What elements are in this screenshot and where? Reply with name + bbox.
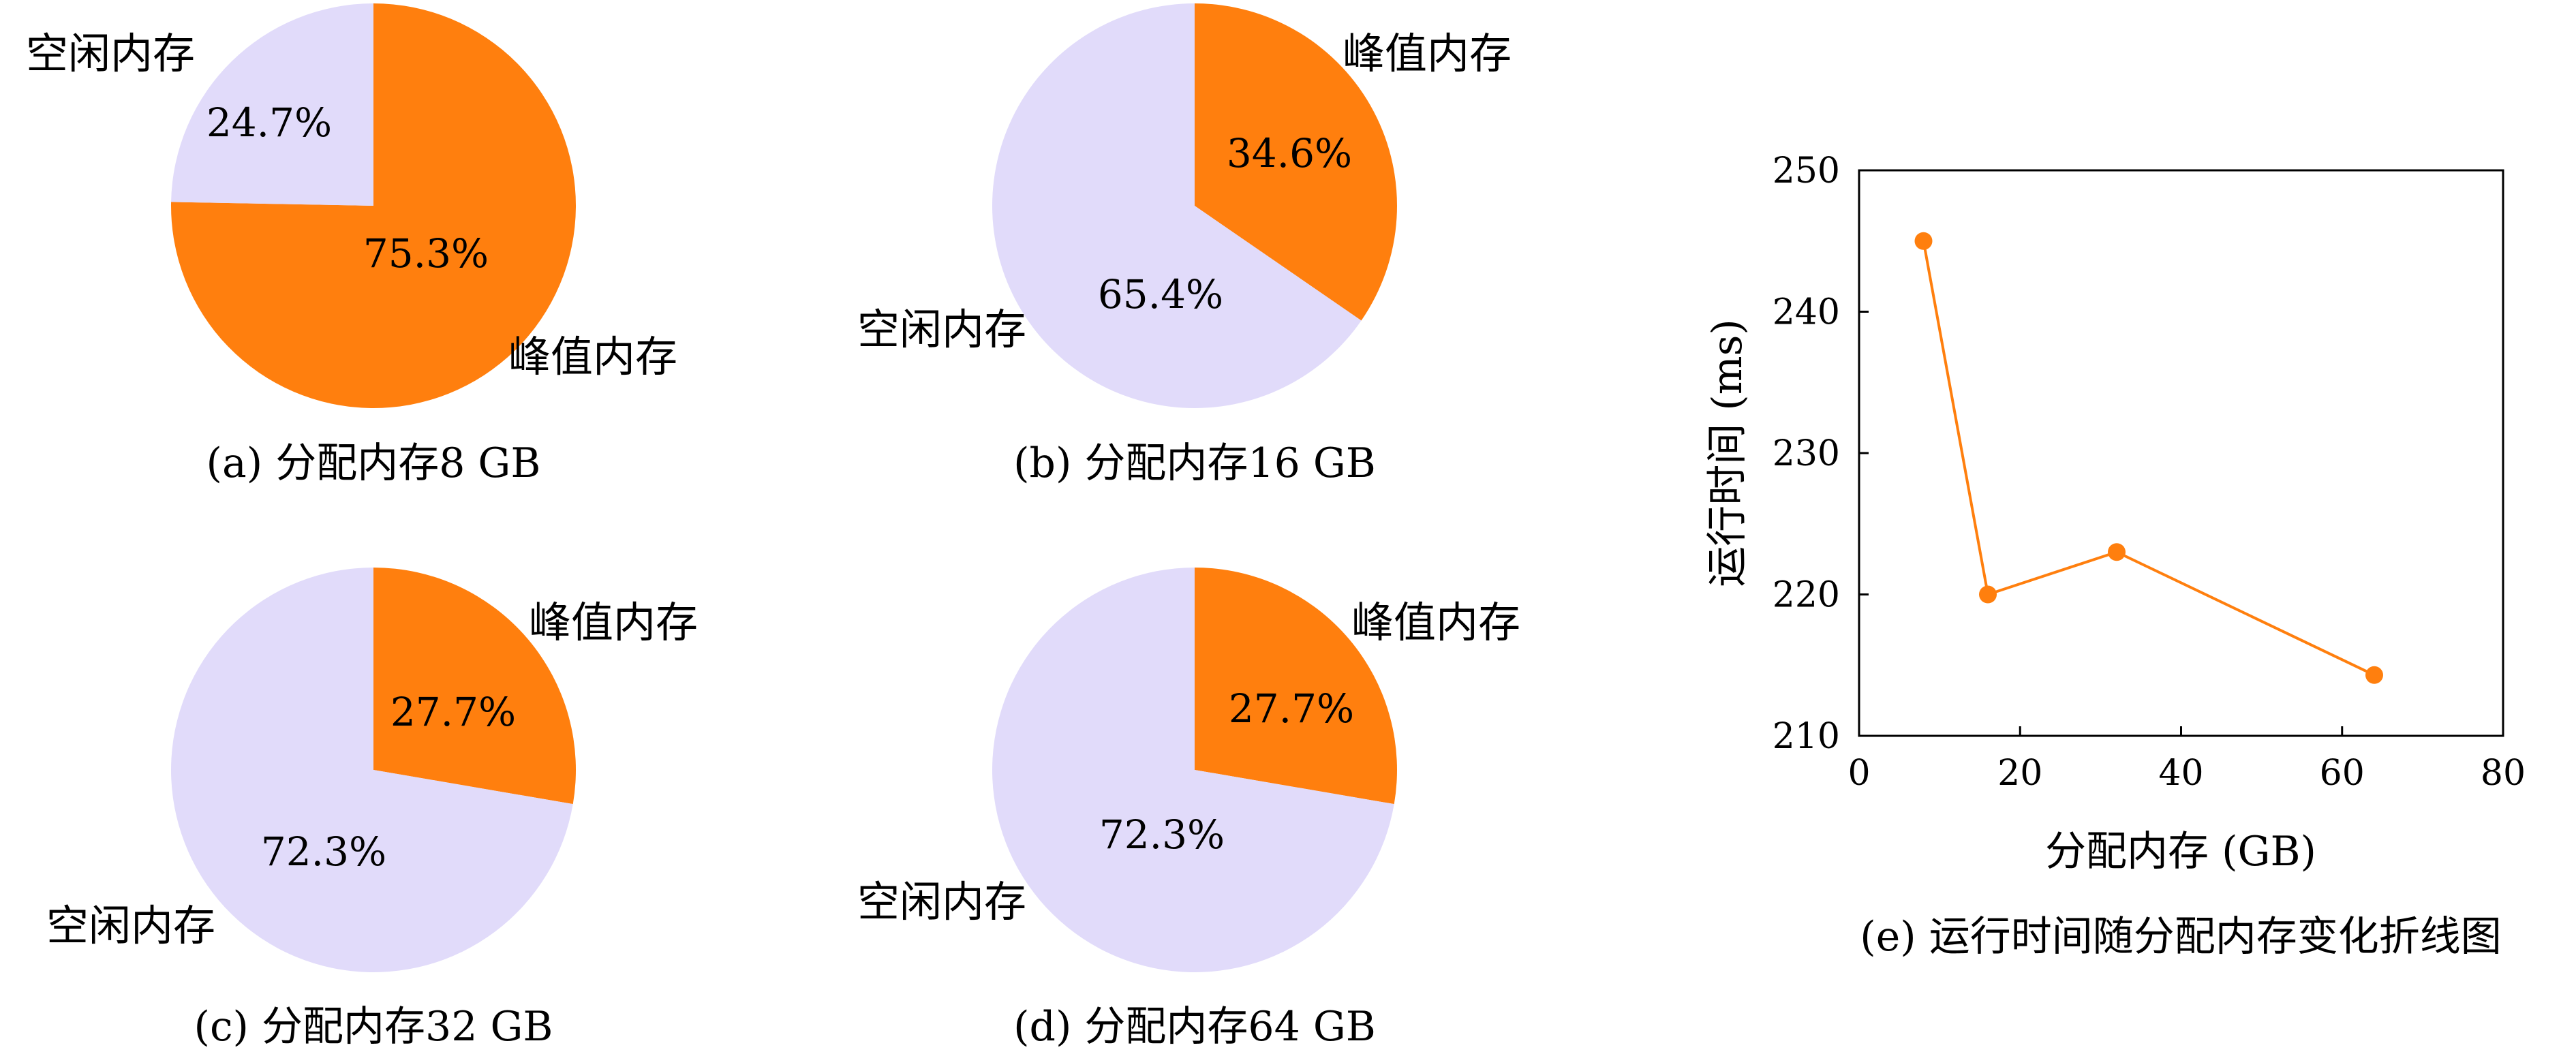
y-tick-label: 250	[1773, 151, 1840, 191]
pie-a-label-peak: 峰值内存	[508, 332, 677, 382]
pie-d-pct-peak: 27.7%	[1229, 685, 1354, 732]
pie-d-label-idle: 空闲内存	[857, 877, 1026, 927]
pie-d-slice-idle	[992, 568, 1394, 972]
caption-a: (a) 分配内存8 GB	[206, 439, 541, 487]
x-ticks: 0 20 40 60 80	[1847, 726, 2526, 794]
pie-a-pct-peak: 75.3%	[363, 230, 489, 277]
y-axis-title: 运行时间 (ms)	[1704, 319, 1751, 587]
y-tick-label: 230	[1773, 433, 1840, 474]
data-point	[2365, 666, 2383, 684]
pie-slices-a	[170, 3, 576, 408]
pie-a-label-idle: 空闲内存	[26, 29, 195, 78]
pie-slices-b	[992, 3, 1397, 408]
line-chart-e: 0 20 40 60 80 210 220 230 240 250 分配内存 (GB) 运行时间…	[1704, 151, 2526, 961]
pie-chart-c: 峰值内存 空闲内存 27.7% 72.3% (c) 分配内存32 GB	[46, 568, 698, 1051]
pie-a-slice-idle	[171, 3, 373, 206]
pie-b-pct-peak: 34.6%	[1227, 130, 1352, 176]
x-axis-title: 分配内存 (GB)	[2045, 828, 2316, 875]
caption-b: (b) 分配内存16 GB	[1013, 439, 1376, 487]
pie-c-slice-peak	[373, 568, 576, 805]
data-line-group	[1914, 232, 2383, 684]
pie-c-pct-peak: 27.7%	[390, 689, 516, 735]
caption-c: (c) 分配内存32 GB	[194, 1003, 553, 1051]
pie-c-label-idle: 空闲内存	[46, 901, 215, 950]
pie-b-slice-idle	[992, 3, 1362, 408]
data-point	[1914, 232, 1933, 250]
pie-chart-a: 峰值内存 空闲内存 75.3% 24.7% (a) 分配内存8 GB	[26, 3, 677, 487]
pie-b-label-peak: 峰值内存	[1343, 29, 1512, 78]
plot-frame	[1858, 169, 2504, 737]
pie-b-slice-peak	[1195, 3, 1397, 321]
y-tick-label: 220	[1773, 575, 1840, 616]
pie-c-slice-idle	[171, 568, 573, 972]
pie-d-slice-peak	[1195, 568, 1397, 805]
caption-e: (e) 运行时间随分配内存变化折线图	[1860, 913, 2501, 961]
x-tick-label: 40	[2158, 753, 2203, 794]
pie-d-label-peak: 峰值内存	[1351, 598, 1520, 647]
pie-b-pct-idle: 65.4%	[1098, 271, 1223, 317]
caption-d: (d) 分配内存64 GB	[1013, 1003, 1376, 1051]
x-tick-label: 60	[2320, 753, 2365, 794]
pie-chart-d: 峰值内存 空闲内存 27.7% 72.3% (d) 分配内存64 GB	[857, 568, 1520, 1051]
pie-b-label-idle: 空闲内存	[857, 305, 1026, 354]
data-point	[2108, 543, 2126, 561]
pie-d-pct-idle: 72.3%	[1099, 811, 1225, 858]
y-tick-label: 210	[1773, 716, 1840, 757]
y-ticks: 210 220 230 240 250	[1773, 151, 1869, 757]
pie-a-pct-idle: 24.7%	[206, 99, 332, 146]
pie-slices-d	[992, 568, 1397, 972]
x-tick-label: 80	[2481, 753, 2526, 794]
pie-c-label-peak: 峰值内存	[529, 598, 698, 647]
x-tick-label: 20	[1997, 753, 2042, 794]
series-line	[1922, 241, 2375, 677]
y-tick-label: 240	[1773, 292, 1840, 333]
pie-c-pct-idle: 72.3%	[261, 828, 386, 875]
x-tick-label: 0	[1847, 753, 1870, 794]
pie-slices-c	[171, 568, 576, 972]
pie-chart-b: 峰值内存 空闲内存 34.6% 65.4% (b) 分配内存16 GB	[857, 3, 1512, 487]
data-point	[1979, 585, 1997, 604]
